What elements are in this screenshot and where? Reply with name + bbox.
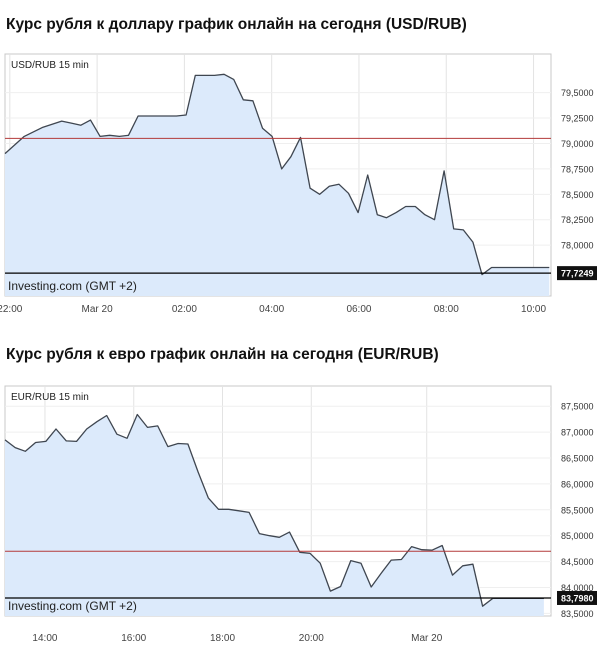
eur-x-tick-label: 16:00: [121, 633, 146, 644]
eur-x-tick-label: 20:00: [299, 633, 324, 644]
eur-x-tick-label: 14:00: [32, 633, 57, 644]
eur-x-tick-label: Mar 20: [411, 633, 443, 644]
eur-series-area: [5, 414, 544, 616]
eur-y-tick-label: 86,0000: [561, 479, 594, 489]
eur-current-value-label: 83,7980: [561, 593, 594, 603]
eur-rub-chart-title: Курс рубля к евро график онлайн на сегод…: [6, 346, 439, 363]
usd-rub-chart[interactable]: 78,0000 78,2500 78,5000 78,7500 79,0000 79,25…: [0, 44, 600, 324]
eur-rub-chart[interactable]: 83,5000 84,0000 84,5000 85,0000 85,5000 86,00…: [0, 376, 600, 650]
eur-x-tick-labels: 14:00 16:00 18:00 20:00 Mar 20: [32, 633, 442, 644]
usd-y-tick-label: 79,2500: [561, 114, 594, 124]
usd-x-tick-label: 06:00: [346, 304, 371, 315]
usd-y-tick-label: 79,0000: [561, 139, 594, 149]
eur-instrument-label: EUR/RUB 15 min: [11, 392, 89, 403]
eur-y-tick-label: 85,5000: [561, 505, 594, 515]
eur-y-tick-label: 87,0000: [561, 428, 594, 438]
eur-y-tick-label: 87,5000: [561, 402, 594, 412]
eur-y-tick-label: 83,5000: [561, 609, 594, 619]
eur-y-tick-label: 84,5000: [561, 557, 594, 567]
eur-series-line[interactable]: [4, 413, 544, 607]
usd-x-tick-labels: 22:00 Mar 20 02:00 04:00 06:00 08:00 10:00: [0, 304, 546, 315]
usd-series-line[interactable]: [4, 73, 550, 276]
usd-y-tick-label: 78,0000: [561, 241, 594, 251]
usd-x-tick-label: 22:00: [0, 304, 23, 315]
usd-rub-chart-title: Курс рубля к доллару график онлайн на се…: [6, 16, 467, 33]
usd-y-tick-labels: 78,0000 78,2500 78,5000 78,7500 79,0000 79,25…: [561, 88, 594, 251]
eur-y-tick-label: 84,0000: [561, 583, 594, 593]
usd-x-tick-label: 08:00: [434, 304, 459, 315]
eur-x-tick-label: 18:00: [210, 633, 235, 644]
usd-x-tick-label: 02:00: [172, 304, 197, 315]
usd-y-tick-label: 79,5000: [561, 88, 594, 98]
usd-watermark: Investing.com (GMT +2): [8, 279, 137, 293]
eur-current-value-box: [557, 590, 597, 605]
eur-y-tick-label: 86,5000: [561, 454, 594, 464]
eur-watermark: Investing.com (GMT +2): [8, 599, 137, 613]
usd-y-tick-label: 78,7500: [561, 164, 594, 174]
usd-x-tick-label: Mar 20: [82, 304, 114, 315]
usd-y-tick-label: 78,2500: [561, 215, 594, 225]
usd-series-area: [5, 74, 550, 296]
usd-instrument-label: USD/RUB 15 min: [11, 60, 89, 71]
usd-current-value-badge: 77,7249: [557, 266, 597, 281]
eur-y-tick-label: 85,0000: [561, 531, 594, 541]
usd-y-tick-label: 78,5000: [561, 190, 594, 200]
usd-current-value-label: 77,7249: [561, 269, 594, 279]
usd-x-tick-label: 10:00: [521, 304, 546, 315]
usd-current-value-box: [557, 266, 597, 281]
eur-y-tick-labels: 83,5000 84,0000 84,5000 85,0000 85,5000 86,00…: [561, 402, 594, 619]
eur-current-value-badge: 83,7980: [557, 590, 597, 605]
usd-x-tick-label: 04:00: [259, 304, 284, 315]
